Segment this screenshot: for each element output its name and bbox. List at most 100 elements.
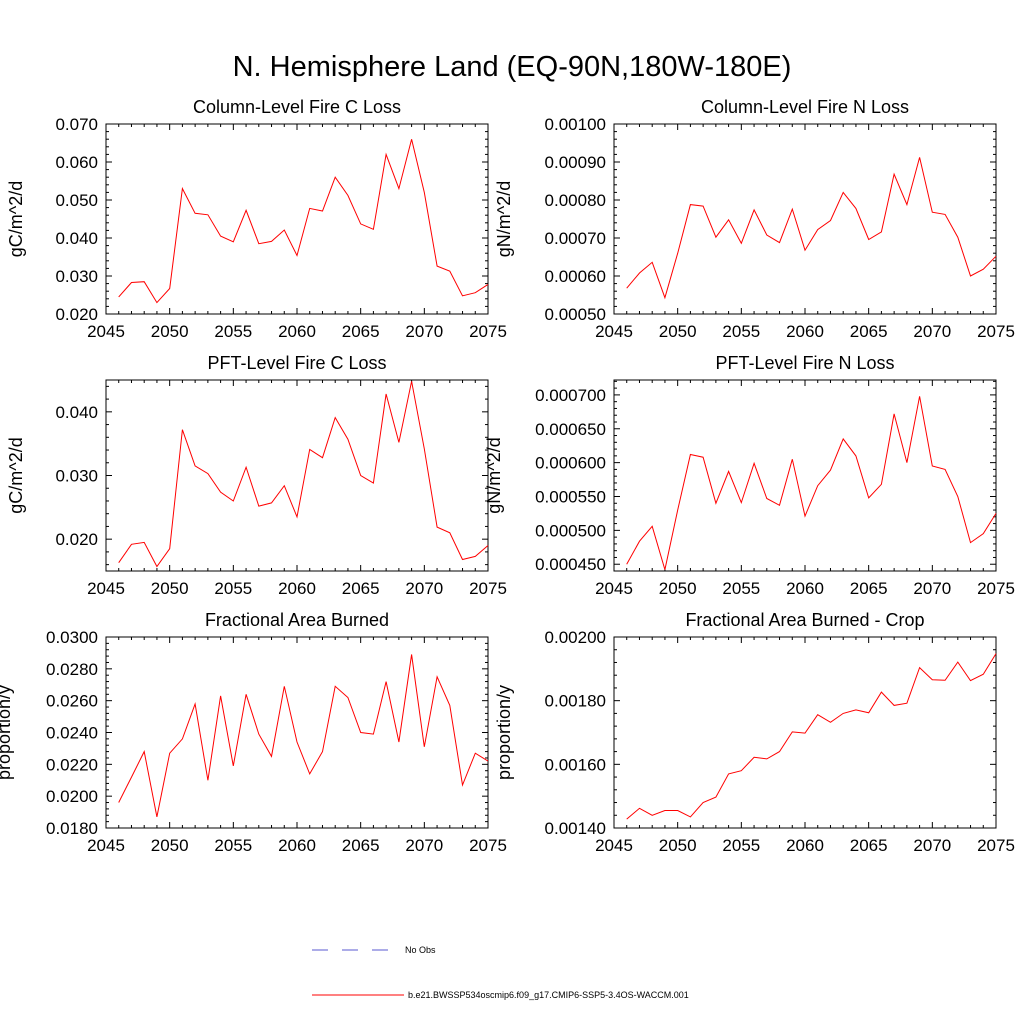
data-point (347, 195, 348, 196)
data-point (766, 235, 767, 236)
data-point (677, 253, 678, 254)
y-tick-label: 0.030 (55, 467, 98, 486)
main-title: N. Hemisphere Land (EQ-90N,180W-180E) (233, 51, 792, 83)
x-tick-label: 2070 (913, 836, 951, 855)
panel-fractional-area-burned-crop: Fractional Area Burned - Crop proportion/… (494, 610, 1015, 855)
y-tick-label: 0.020 (55, 530, 98, 549)
data-point (792, 459, 793, 460)
y-tick-label: 0.060 (55, 153, 98, 172)
data-point (830, 722, 831, 723)
y-tick-label: 0.0240 (46, 724, 98, 743)
data-point (817, 714, 818, 715)
data-point (639, 273, 640, 274)
x-tick-label: 2060 (786, 836, 824, 855)
x-tick-label: 2045 (87, 322, 125, 341)
data-point (805, 733, 806, 734)
data-point (957, 662, 958, 663)
data-point (335, 417, 336, 418)
series-line (626, 396, 997, 570)
data-point (792, 731, 793, 732)
data-point (220, 492, 221, 493)
data-point (817, 485, 818, 486)
data-point (945, 214, 946, 215)
y-tick-label: 0.000700 (535, 386, 606, 405)
data-point (932, 466, 933, 467)
data-point (715, 237, 716, 238)
data-point (322, 751, 323, 752)
x-tick-label: 2075 (469, 322, 507, 341)
data-point (220, 695, 221, 696)
data-point (843, 713, 844, 714)
y-tick-label: 0.030 (55, 267, 98, 286)
data-point (297, 516, 298, 517)
data-point (881, 692, 882, 693)
data-point (398, 188, 399, 189)
y-tick-label: 0.050 (55, 191, 98, 210)
data-point (906, 204, 907, 205)
panel-column-fire-c-loss: Column-Level Fire C Loss gC/m^2/d 2045 2050… (6, 97, 507, 341)
data-point (195, 703, 196, 704)
data-point (626, 288, 627, 289)
data-point (855, 455, 856, 456)
x-tick-label: 2050 (659, 836, 697, 855)
y-tick-label: 0.00160 (545, 755, 606, 774)
x-tick-label: 2075 (469, 836, 507, 855)
data-point (246, 694, 247, 695)
x-tick-label: 2050 (659, 579, 697, 598)
data-point (754, 757, 755, 758)
y-axis-label: gN/m^2/d (484, 437, 504, 513)
data-point (309, 208, 310, 209)
data-point (335, 686, 336, 687)
x-tick-label: 2065 (342, 322, 380, 341)
data-point (271, 241, 272, 242)
data-point (817, 229, 818, 230)
data-point (258, 734, 259, 735)
data-point (449, 705, 450, 706)
data-point (855, 709, 856, 710)
data-point (868, 239, 869, 240)
x-tick-label: 2050 (659, 322, 697, 341)
data-point (677, 810, 678, 811)
data-point (360, 732, 361, 733)
data-point (906, 462, 907, 463)
data-point (347, 439, 348, 440)
y-tick-label: 0.00050 (545, 305, 606, 324)
data-point (284, 686, 285, 687)
data-point (169, 753, 170, 754)
data-point (144, 281, 145, 282)
y-tick-label: 0.0180 (46, 819, 98, 838)
data-point (386, 154, 387, 155)
data-point (322, 211, 323, 212)
y-tick-label: 0.000600 (535, 454, 606, 473)
data-point (894, 174, 895, 175)
data-point (271, 756, 272, 757)
data-point (169, 548, 170, 549)
data-point (919, 396, 920, 397)
plot-frame (613, 123, 997, 315)
data-point (373, 229, 374, 230)
plot-frame (105, 636, 489, 829)
x-tick-label: 2065 (342, 836, 380, 855)
data-point (868, 497, 869, 498)
data-point (957, 496, 958, 497)
y-axis-label: gC/m^2/d (6, 181, 26, 257)
data-point (626, 564, 627, 565)
data-point (754, 463, 755, 464)
data-point (639, 541, 640, 542)
data-point (207, 473, 208, 474)
x-tick-label: 2065 (850, 322, 888, 341)
data-point (779, 242, 780, 243)
data-point (284, 230, 285, 231)
x-tick-label: 2060 (786, 579, 824, 598)
data-point (983, 269, 984, 270)
x-tick-label: 2070 (405, 579, 443, 598)
x-tick-label: 2050 (151, 579, 189, 598)
data-point (411, 381, 412, 382)
y-tick-label: 0.0220 (46, 755, 98, 774)
x-tick-label: 2065 (850, 579, 888, 598)
panel-title: PFT-Level Fire N Loss (715, 353, 894, 373)
data-point (677, 510, 678, 511)
y-tick-label: 0.00080 (545, 191, 606, 210)
data-point (488, 761, 489, 762)
data-point (207, 780, 208, 781)
